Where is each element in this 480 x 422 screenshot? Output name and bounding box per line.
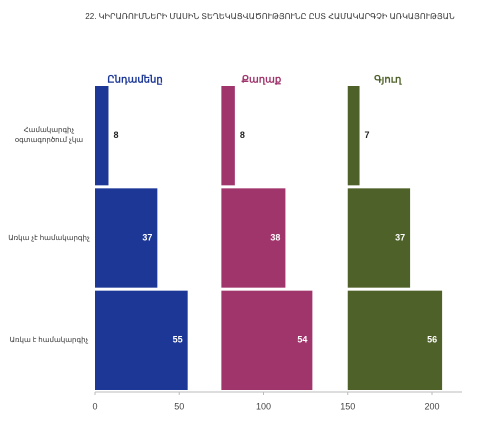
value-label: 38	[270, 232, 280, 242]
bar	[347, 290, 443, 390]
chart-title: 22. ԿԻՐԱՌՈՒՄՆԵՐԻ ՄԱՍԻՆ ՏԵՂԵԿԱՑՎԱԾՈՒԹՅՈՒՆ…	[85, 12, 455, 21]
x-tick-label: 0	[92, 401, 97, 411]
bar	[221, 86, 235, 186]
value-label: 8	[240, 130, 245, 140]
value-label: 7	[365, 130, 370, 140]
x-tick-label: 50	[174, 401, 184, 411]
x-tick-label: 100	[256, 401, 271, 411]
legend-label: Քաղաք	[241, 75, 281, 86]
bar	[347, 188, 411, 288]
legend-label: Գյուղ	[374, 75, 402, 86]
value-label: 54	[297, 335, 307, 345]
bar	[95, 188, 158, 288]
bar	[95, 290, 188, 390]
value-label: 55	[173, 335, 183, 345]
value-label: 8	[113, 130, 118, 140]
bar	[95, 86, 109, 186]
x-tick-label: 150	[340, 401, 355, 411]
y-tick-label: Համակարգիչ օգտագործում չկա	[14, 127, 84, 145]
y-tick-label: Առկա չէ համակարգիչ	[8, 234, 90, 242]
value-label: 37	[395, 232, 405, 242]
value-label: 37	[142, 232, 152, 242]
bar	[221, 290, 313, 390]
bar	[221, 188, 286, 288]
legend-label: Ընդամենը	[107, 75, 162, 86]
y-tick-label: Առկա է համակարգիչ	[9, 336, 89, 344]
x-tick-label: 200	[424, 401, 439, 411]
bar	[347, 86, 360, 186]
value-label: 56	[427, 335, 437, 345]
